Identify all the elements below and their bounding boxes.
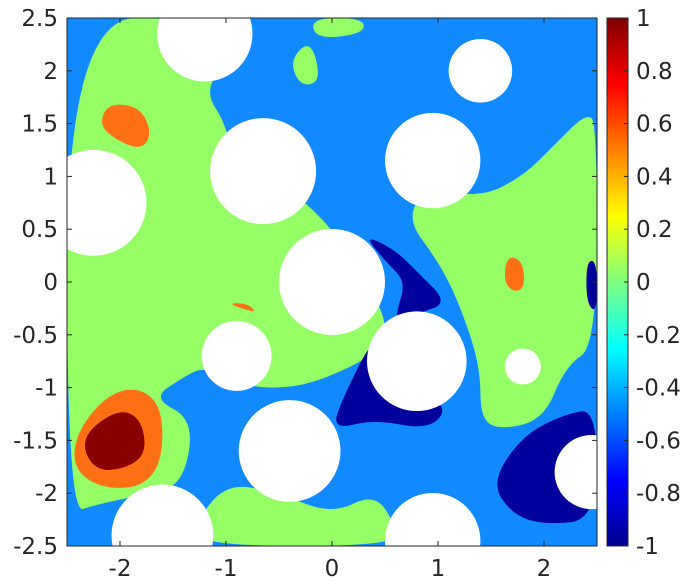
contour-region [313,18,364,38]
plot-area [67,18,597,546]
colorbar-tick-label: 0 [636,270,651,296]
x-tick-label: -1 [215,556,238,582]
y-tick-label: -0.5 [13,323,58,349]
hole-circle [554,434,597,510]
hole-circle [385,112,481,209]
colorbar-tick-label: -0.6 [636,428,681,454]
colorbar-axis: 1 0.8 0.6 0.4 0.2 0 -0.2 -0.4 -0.6 -0.8 -1 [624,6,681,560]
hole-circle [448,39,513,103]
colorbar-tick-label: 0.2 [636,217,673,243]
hole-circle [504,348,541,385]
colorbar-tick-label: -0.2 [636,323,681,349]
y-tick-label: 2 [43,59,58,85]
x-tick-label: 2 [537,556,552,582]
y-tick-label: -1.5 [13,428,58,454]
y-tick-label: 2.5 [21,6,58,32]
colorbar-tick-label: -0.4 [636,376,681,402]
y-tick-label: -2 [35,481,58,507]
y-tick-label: 0.5 [21,217,58,243]
colorbar-tick-label: -1 [636,534,659,560]
contour-region [504,257,525,291]
contour-region [101,104,150,147]
x-tick-label: 1 [431,556,446,582]
hole-circle [238,400,341,502]
hole-circle [157,18,253,82]
contour-region [84,412,145,470]
y-tick-label: 1 [43,164,58,190]
contour-region [586,260,597,310]
hole-circles [67,18,597,546]
colorbar-tick-label: 0.4 [636,164,673,190]
x-tick-label: 0 [325,556,340,582]
y-tick-label: -2.5 [13,534,58,560]
colorbar-tick-label: 0.6 [636,112,673,138]
x-tick-label: -2 [109,556,132,582]
hole-circle [111,484,214,546]
colorbar-tick-label: 1 [636,6,651,32]
contour-region [232,303,254,312]
hole-circle [210,118,317,225]
y-tick-label: -1 [35,376,58,402]
colorbar: 1 0.8 0.6 0.4 0.2 0 -0.2 -0.4 -0.6 -0.8 -1 [606,6,681,560]
hole-circle [385,493,481,546]
contour-region [198,486,396,546]
y-axis: 2.5 2 1.5 1 0.5 0 -0.5 -1 -1.5 -2 -2.5 [13,6,597,560]
x-axis: -2 -1 0 1 2 [109,18,552,582]
y-tick-label: 1.5 [21,112,58,138]
contour-region [293,46,318,85]
colorbar-tick-label: 0.8 [636,59,673,85]
hole-circle [279,229,385,335]
y-tick-label: 0 [43,270,58,296]
hole-circle [366,311,467,412]
hole-circle [67,149,147,256]
hole-circle [201,320,272,391]
colorbar-tick-label: -0.8 [636,481,681,507]
